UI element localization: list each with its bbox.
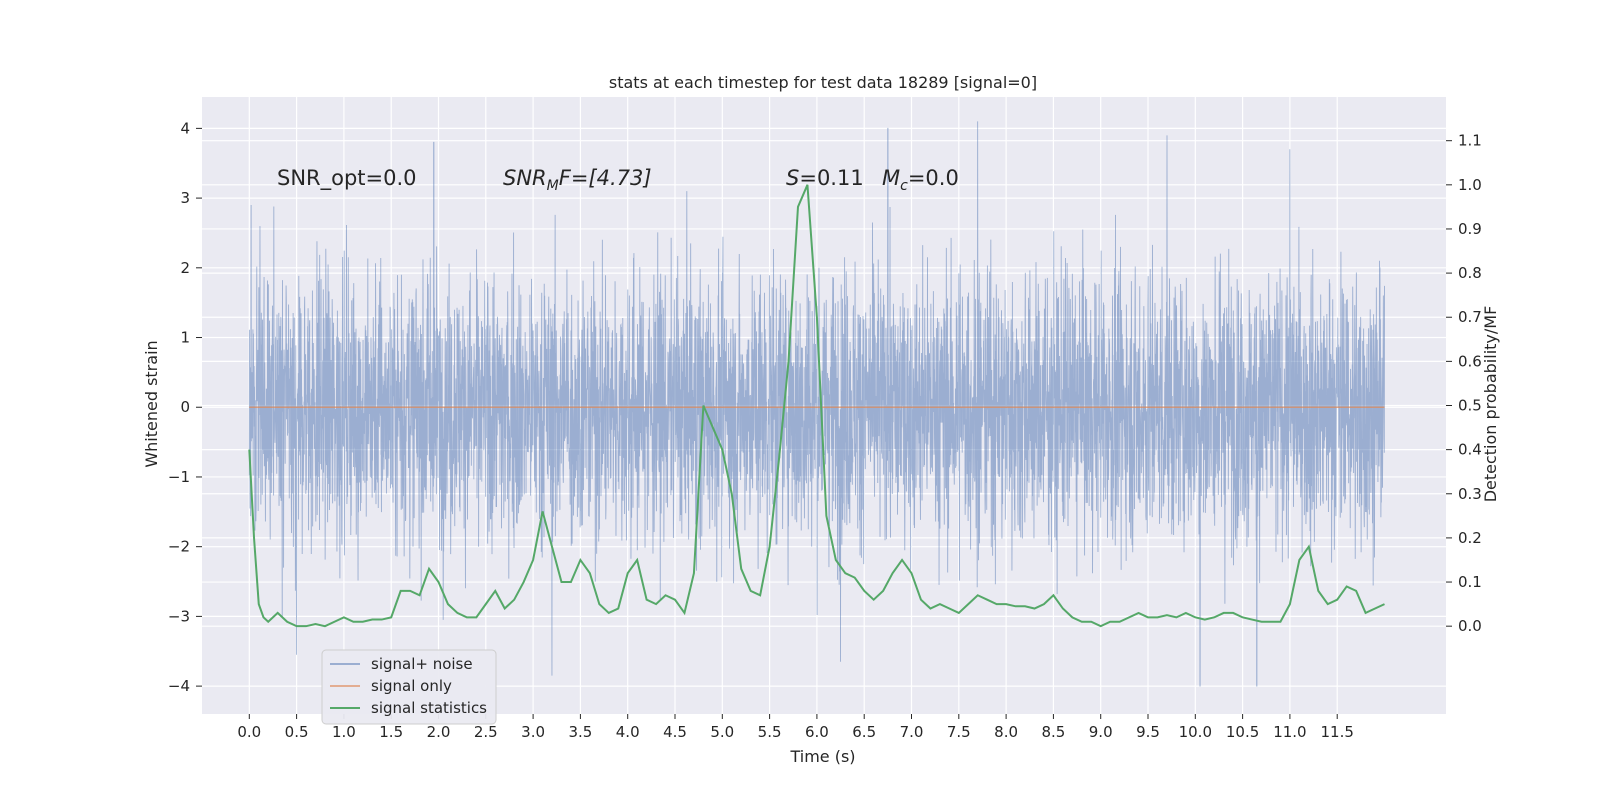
x-tick-label: 2.5: [474, 723, 498, 741]
x-tick-label: 8.0: [994, 723, 1018, 741]
axes-ticks: 0.0 0.5 1.0 1.5 2.0 2.5 3.0 3.5 4.0 4.5 5.0 5.5 6.0 6…: [168, 119, 1482, 741]
annotation-mc-sub: c: [900, 178, 908, 194]
y-tick-label-left: 1: [180, 329, 190, 347]
x-tick-label: 5.0: [710, 723, 734, 741]
y-tick-label-right: 0.7: [1458, 308, 1482, 326]
x-tick-label: 3.5: [568, 723, 592, 741]
signal-statistics-line: [248, 184, 1385, 628]
y-axis-label-left: Whitened strain: [142, 340, 161, 467]
x-tick-label: 7.5: [947, 723, 971, 741]
y-tick-label-left: −4: [168, 677, 190, 695]
annotation-snr-mf-main: SNR: [503, 166, 547, 190]
x-tick-label: 2.0: [427, 723, 451, 741]
x-tick-label: 4.0: [616, 723, 640, 741]
x-tick-label: 9.5: [1136, 723, 1160, 741]
x-tick-label: 5.5: [758, 723, 782, 741]
y-tick-label-left: −1: [168, 468, 190, 486]
annotation-snr-opt: SNR_opt=0.0: [277, 166, 417, 191]
y-tick-label-right: 0.9: [1458, 220, 1482, 238]
x-tick-label: 8.5: [1041, 723, 1065, 741]
legend: signal+ noise signal only signal statist…: [321, 649, 497, 725]
y-tick-label-left: 0: [180, 398, 190, 416]
y-tick-label-right: 1.1: [1458, 132, 1482, 150]
x-tick-label: 4.5: [663, 723, 687, 741]
y-tick-label-right: 0.8: [1458, 264, 1482, 282]
annotation-mc: Mc=0.0: [882, 166, 959, 194]
annotation-s: S=0.11: [786, 166, 864, 190]
y-tick-label-left: 4: [180, 119, 190, 137]
y-tick-label-right: 0.1: [1458, 573, 1482, 591]
annotation-s-main: S: [786, 166, 799, 190]
x-tick-label: 9.0: [1089, 723, 1113, 741]
annotation-snr-mf: SNRMF=[4.73]: [503, 166, 652, 194]
x-tick-label: 10.0: [1179, 723, 1212, 741]
x-tick-label: 1.0: [332, 723, 356, 741]
x-tick-label: 6.5: [852, 723, 876, 741]
x-tick-label: 7.0: [900, 723, 924, 741]
y-axis-label-right: Detection probability/MF: [1481, 306, 1500, 503]
annotation-s-rest: =0.11: [799, 166, 863, 190]
legend-box: [321, 649, 497, 725]
legend-label-signal-noise: signal+ noise: [371, 655, 473, 673]
x-tick-label: 11.0: [1273, 723, 1306, 741]
annotation-snr-mf-sub: M: [547, 178, 559, 194]
annotation-mc-main: M: [882, 166, 900, 190]
annotation-snr-mf-rest: F=[4.73]: [559, 166, 652, 190]
x-tick-label: 0.0: [237, 723, 261, 741]
y-tick-label-left: −2: [168, 538, 190, 556]
legend-label-signal-only: signal only: [371, 677, 452, 695]
y-tick-label-right: 0.4: [1458, 441, 1482, 459]
y-tick-label-left: 3: [180, 189, 190, 207]
legend-label-signal-statistics: signal statistics: [371, 699, 487, 717]
y-tick-label-right: 0.3: [1458, 485, 1482, 503]
x-tick-label: 0.5: [285, 723, 309, 741]
y-tick-label-right: 1.0: [1458, 176, 1482, 194]
series-signal-statistics: [248, 184, 1385, 628]
x-tick-label: 1.5: [379, 723, 403, 741]
chart-title: stats at each timestep for test data 182…: [609, 73, 1037, 92]
y-tick-label-right: 0.2: [1458, 529, 1482, 547]
y-tick-label-right: 0.5: [1458, 397, 1482, 415]
x-tick-label: 11.5: [1321, 723, 1354, 741]
y-tick-label-left: −3: [168, 607, 190, 625]
x-tick-label: 3.0: [521, 723, 545, 741]
y-tick-label-left: 2: [180, 259, 190, 277]
x-tick-label: 6.0: [805, 723, 829, 741]
annotation-mc-rest: =0.0: [908, 166, 959, 190]
x-axis-label: Time (s): [789, 747, 855, 766]
y-tick-label-right: 0.0: [1458, 617, 1482, 635]
y-tick-label-right: 0.6: [1458, 352, 1482, 370]
x-tick-label: 10.5: [1226, 723, 1259, 741]
